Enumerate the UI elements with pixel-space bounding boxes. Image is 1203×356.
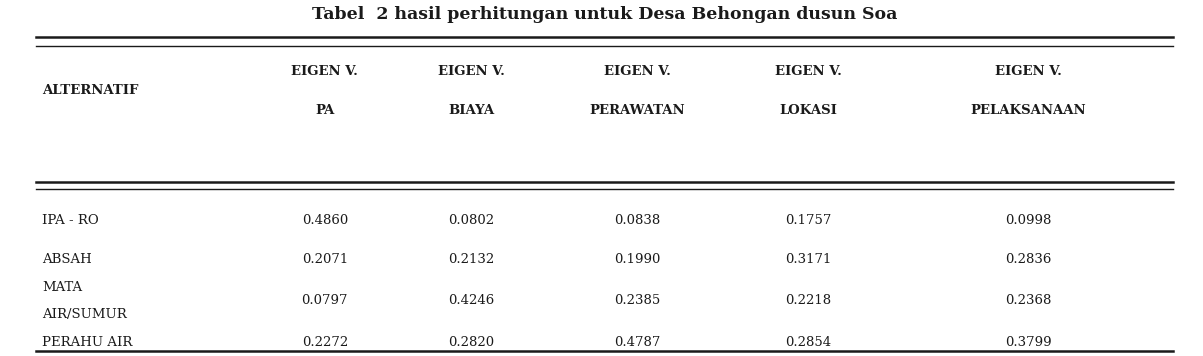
Text: EIGEN V.: EIGEN V. <box>775 65 842 78</box>
Text: 0.2218: 0.2218 <box>786 294 831 307</box>
Text: EIGEN V.: EIGEN V. <box>438 65 505 78</box>
Text: BIAYA: BIAYA <box>449 104 494 117</box>
Text: ALTERNATIF: ALTERNATIF <box>42 84 138 97</box>
Text: EIGEN V.: EIGEN V. <box>291 65 358 78</box>
Text: 0.0838: 0.0838 <box>615 214 660 227</box>
Text: PERAWATAN: PERAWATAN <box>589 104 686 117</box>
Text: 0.2385: 0.2385 <box>615 294 660 307</box>
Text: 0.4787: 0.4787 <box>615 336 660 349</box>
Text: PERAHU AIR: PERAHU AIR <box>42 336 132 349</box>
Text: 0.2071: 0.2071 <box>302 253 348 266</box>
Text: 0.2132: 0.2132 <box>449 253 494 266</box>
Text: 0.2368: 0.2368 <box>1006 294 1051 307</box>
Text: 0.0797: 0.0797 <box>302 294 348 307</box>
Text: ABSAH: ABSAH <box>42 253 91 266</box>
Text: PA: PA <box>315 104 334 117</box>
Text: 0.1757: 0.1757 <box>786 214 831 227</box>
Text: 0.3171: 0.3171 <box>786 253 831 266</box>
Text: 0.2836: 0.2836 <box>1006 253 1051 266</box>
Text: 0.0802: 0.0802 <box>449 214 494 227</box>
Text: 0.0998: 0.0998 <box>1006 214 1051 227</box>
Text: 0.3799: 0.3799 <box>1006 336 1051 349</box>
Text: EIGEN V.: EIGEN V. <box>995 65 1062 78</box>
Text: 0.4860: 0.4860 <box>302 214 348 227</box>
Text: MATA: MATA <box>42 281 82 294</box>
Text: EIGEN V.: EIGEN V. <box>604 65 671 78</box>
Text: PELAKSANAAN: PELAKSANAAN <box>971 104 1086 117</box>
Text: AIR/SUMUR: AIR/SUMUR <box>42 308 126 321</box>
Text: LOKASI: LOKASI <box>780 104 837 117</box>
Text: Tabel  2 hasil perhitungan untuk Desa Behongan dusun Soa: Tabel 2 hasil perhitungan untuk Desa Beh… <box>312 6 897 23</box>
Text: 0.2854: 0.2854 <box>786 336 831 349</box>
Text: 0.4246: 0.4246 <box>449 294 494 307</box>
Text: 0.2820: 0.2820 <box>449 336 494 349</box>
Text: IPA - RO: IPA - RO <box>42 214 99 227</box>
Text: 0.2272: 0.2272 <box>302 336 348 349</box>
Text: 0.1990: 0.1990 <box>615 253 660 266</box>
